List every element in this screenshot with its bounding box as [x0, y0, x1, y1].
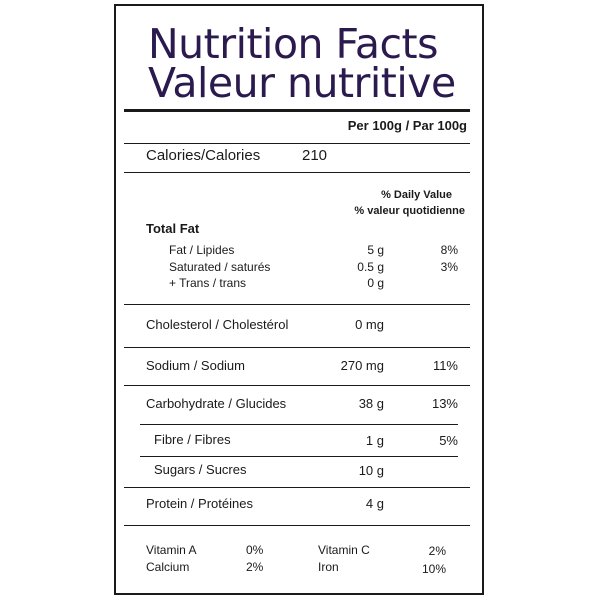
sodium-dv: 11% — [432, 358, 458, 373]
fat-dv: 8% — [440, 243, 458, 257]
title-english: Nutrition Facts — [148, 20, 438, 68]
calories-value: 210 — [302, 147, 328, 164]
saturated-dv: 3% — [440, 260, 458, 274]
calcium-dv: 2% — [246, 560, 264, 574]
trans-label: + Trans / trans — [169, 276, 247, 290]
carbohydrate-amount: 38 g — [358, 396, 384, 411]
fibre-label: Fibre / Fibres — [154, 432, 231, 447]
fat-amount: 5 g — [367, 243, 384, 257]
sodium-amount: 270 mg — [340, 358, 384, 373]
divider — [124, 304, 470, 305]
fat-label: Fat / Lipides — [169, 243, 235, 257]
sugars-label: Sugars / Sucres — [154, 462, 247, 477]
calcium-label: Calcium — [146, 560, 190, 574]
saturated-amount: 0.5 g — [357, 260, 384, 274]
protein-amount: 4 g — [365, 496, 384, 511]
divider — [124, 487, 470, 488]
daily-value-header-fr: % valeur quotidienne — [354, 205, 465, 217]
vitamin-c-dv: 2% — [428, 544, 446, 558]
divider — [124, 143, 470, 144]
cholesterol-amount: 0 mg — [355, 317, 384, 332]
iron-label: Iron — [318, 560, 339, 574]
vitamin-c-label: Vitamin C — [318, 543, 370, 557]
carbohydrate-dv: 13% — [431, 396, 458, 411]
serving-size: Per 100g / Par 100g — [347, 118, 467, 133]
divider — [124, 525, 470, 526]
divider — [140, 456, 458, 457]
nutrition-facts-label: Nutrition Facts Valeur nutritive Per 100… — [114, 4, 484, 595]
trans-amount: 0 g — [367, 276, 384, 290]
divider — [124, 347, 470, 348]
daily-value-header: % Daily Value — [381, 189, 452, 201]
protein-label: Protein / Protéines — [146, 496, 253, 511]
total-fat-heading: Total Fat — [146, 221, 200, 236]
vitamin-a-label: Vitamin A — [146, 543, 197, 557]
divider — [124, 385, 470, 386]
carbohydrate-label: Carbohydrate / Glucides — [146, 396, 287, 411]
sugars-amount: 10 g — [358, 463, 384, 478]
fibre-amount: 1 g — [365, 433, 384, 448]
calories-label: Calories/Calories — [146, 147, 261, 164]
fibre-dv: 5% — [439, 433, 458, 448]
divider — [140, 424, 458, 425]
divider — [124, 172, 470, 173]
title-french: Valeur nutritive — [148, 59, 456, 107]
iron-dv: 10% — [421, 562, 446, 576]
cholesterol-label: Cholesterol / Cholestérol — [146, 317, 289, 332]
vitamin-a-dv: 0% — [246, 543, 264, 557]
sodium-label: Sodium / Sodium — [146, 358, 245, 373]
thick-rule — [124, 109, 470, 112]
saturated-label: Saturated / saturés — [169, 260, 271, 274]
